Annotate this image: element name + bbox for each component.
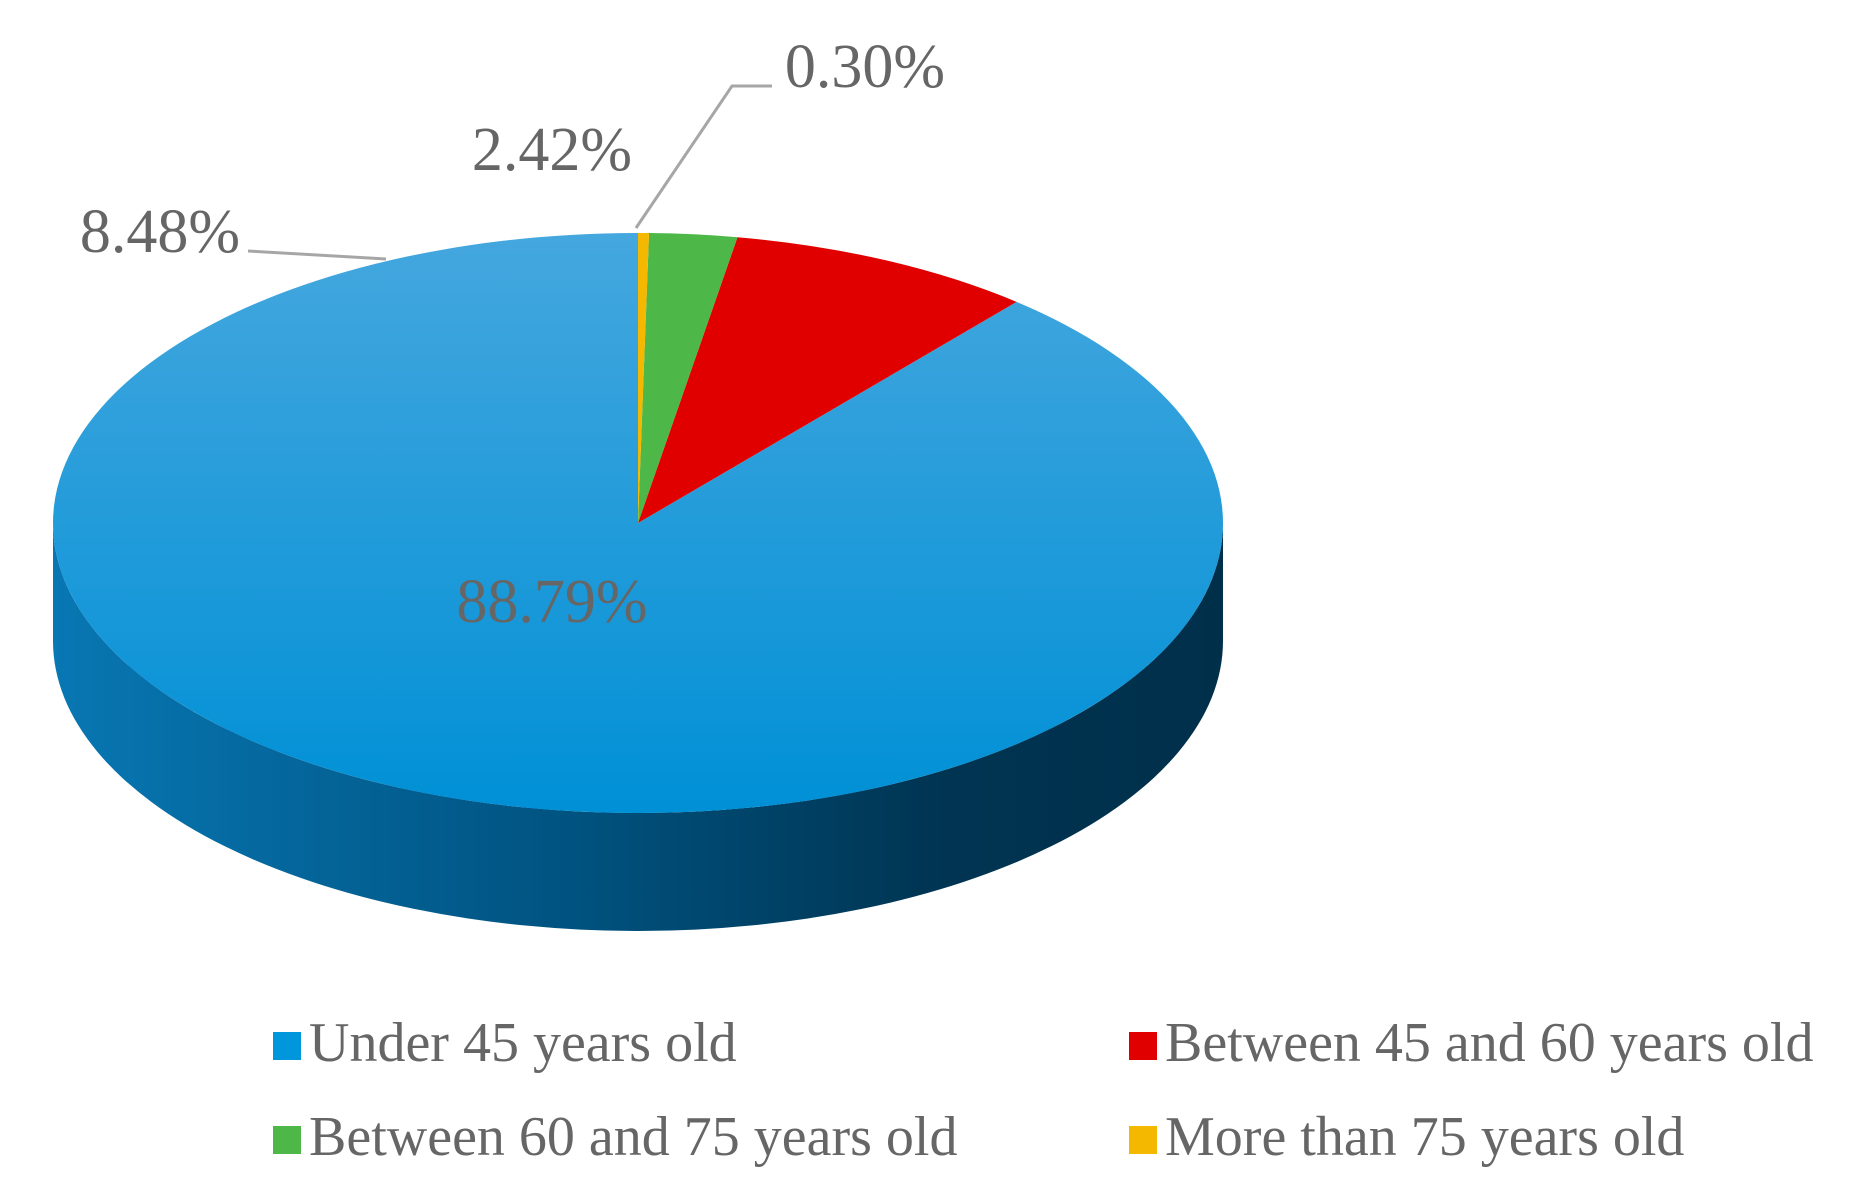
- legend-label: Between 45 and 60 years old: [1165, 1012, 1813, 1074]
- data-labels-group: 88.79% 8.48% 2.42% 0.30%: [80, 33, 945, 636]
- legend: Under 45 years old Between 45 and 60 year…: [273, 1012, 1813, 1168]
- legend-label: Under 45 years old: [309, 1012, 737, 1074]
- legend-item-under-45: Under 45 years old: [273, 1012, 737, 1074]
- legend-item-45-60: Between 45 and 60 years old: [1129, 1012, 1813, 1074]
- legend-swatch: [273, 1126, 301, 1154]
- leader-lines-group: [247, 84, 772, 261]
- legend-label: Between 60 and 75 years old: [309, 1106, 957, 1168]
- leader-line-over-75: [634, 84, 772, 229]
- legend-swatch: [1129, 1126, 1157, 1154]
- label-over-75: 0.30%: [785, 33, 945, 101]
- label-45-60: 8.48%: [80, 198, 240, 266]
- legend-label: More than 75 years old: [1165, 1106, 1684, 1168]
- legend-swatch: [1129, 1032, 1157, 1060]
- slice-60-75: [638, 233, 738, 524]
- label-60-75: 2.42%: [472, 116, 632, 184]
- pie-side-group: [53, 523, 1223, 931]
- slice-over-75: [638, 233, 650, 523]
- leader-line-45-60: [247, 249, 387, 261]
- label-under-45: 88.79%: [456, 568, 647, 636]
- pie-side-under-45: [53, 523, 1223, 931]
- legend-item-over-75: More than 75 years old: [1129, 1106, 1684, 1168]
- slice-45-60: [638, 237, 1017, 524]
- legend-item-60-75: Between 60 and 75 years old: [273, 1106, 957, 1168]
- legend-swatch: [273, 1032, 301, 1060]
- pie-top-group: [53, 233, 1224, 813]
